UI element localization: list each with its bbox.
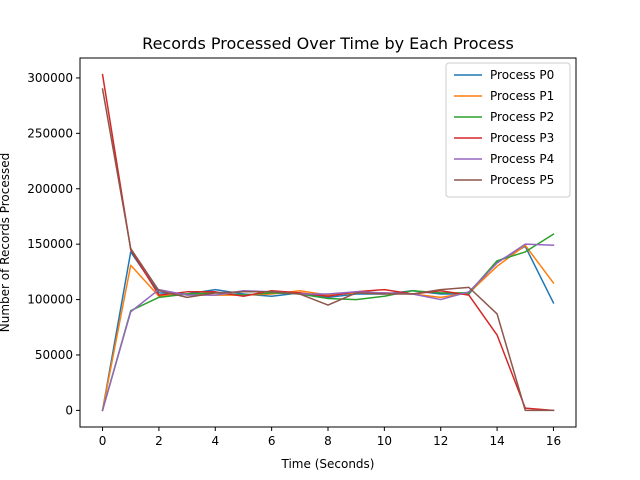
series-line-p5	[101, 88, 555, 412]
x-tick-label: 10	[377, 434, 392, 448]
y-tick-label: 50000	[35, 348, 73, 362]
y-tick-label: 250000	[27, 126, 73, 140]
legend: Process P0 Process P1 Process P2 Process P3…	[445, 62, 571, 198]
x-tick-label: 4	[211, 434, 219, 448]
legend-label: Process P2	[490, 110, 554, 124]
x-tick-label: 16	[546, 434, 561, 448]
y-axis-label: Number of Records Processed	[0, 153, 12, 332]
x-tick-label: 14	[489, 434, 504, 448]
y-tick-label: 300000	[27, 71, 73, 85]
legend-label: Process P3	[490, 131, 554, 145]
y-tick-label: 150000	[27, 237, 73, 251]
y-tick-label: 0	[65, 403, 73, 417]
chart-title: Records Processed Over Time by Each Proc…	[142, 34, 514, 53]
y-tick-label: 100000	[27, 293, 73, 307]
legend-label: Process P4	[490, 152, 554, 166]
legend-label: Process P0	[490, 68, 554, 82]
axes-frame	[79, 57, 577, 428]
x-tick-label: 8	[324, 434, 332, 448]
x-tick-label: 12	[433, 434, 448, 448]
legend-label: Process P5	[490, 173, 554, 187]
legend-label: Process P1	[490, 89, 554, 103]
x-axis-label: Time (Seconds)	[281, 457, 375, 471]
x-tick-label: 0	[99, 434, 107, 448]
series-line-p4	[101, 243, 555, 412]
x-tick-label: 6	[268, 434, 276, 448]
y-tick-label: 200000	[27, 182, 73, 196]
x-tick-label: 2	[155, 434, 163, 448]
plot-area: 0 2 4 6 8 10 12 14 16 0 50000 100000 150000 200000 250…	[27, 71, 561, 448]
